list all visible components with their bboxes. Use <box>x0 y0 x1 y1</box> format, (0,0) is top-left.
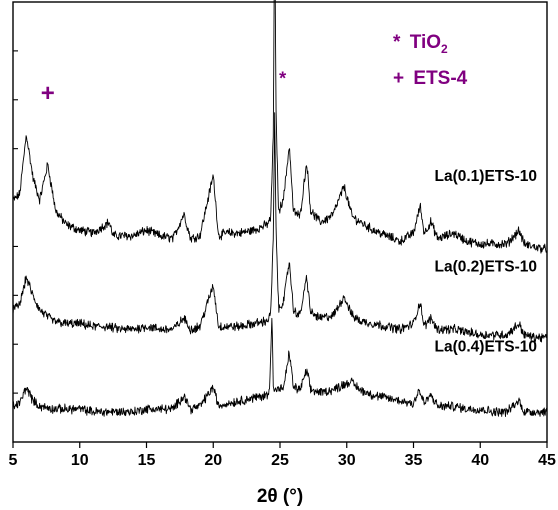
legend-label: ETS-4 <box>413 68 467 89</box>
series-line <box>12 112 548 343</box>
legend: * TiO2 + ETS-4 <box>393 32 468 89</box>
phase-markers: +* <box>41 69 286 108</box>
x-tick-label: 40 <box>471 452 489 469</box>
series-line <box>12 0 548 254</box>
x-tick-label: 35 <box>405 452 423 469</box>
x-tick-label: 45 <box>538 452 556 469</box>
phase-marker: + <box>41 80 55 107</box>
series-label: La(0.4)ETS-10 <box>434 338 537 355</box>
legend-subscript: 2 <box>441 42 448 56</box>
y-axis-ticks <box>13 50 18 394</box>
phase-marker: * <box>279 69 286 89</box>
x-tick-label: 5 <box>9 452 18 469</box>
legend-label: TiO <box>410 32 441 53</box>
x-tick-label: 15 <box>138 452 156 469</box>
series-label: La(0.1)ETS-10 <box>434 168 537 185</box>
x-axis-title: 2θ (°) <box>257 486 303 507</box>
x-tick-label: 30 <box>338 452 356 469</box>
legend-entry-ets4: + ETS-4 <box>393 68 468 89</box>
x-tick-label: 25 <box>271 452 289 469</box>
series-line <box>12 317 548 418</box>
series-layer: La(0.1)ETS-10 La(0.2)ETS-10 La(0.4)ETS-10 <box>12 0 548 418</box>
legend-entry-tio2: * TiO2 <box>393 32 448 56</box>
series-label: La(0.2)ETS-10 <box>434 259 537 276</box>
x-tick-label: 20 <box>204 452 222 469</box>
legend-symbol: + <box>393 68 404 89</box>
x-axis: 5 10 15 20 25 30 35 40 45 <box>9 442 556 469</box>
legend-symbol: * <box>393 32 401 53</box>
x-tick-label: 10 <box>71 452 89 469</box>
